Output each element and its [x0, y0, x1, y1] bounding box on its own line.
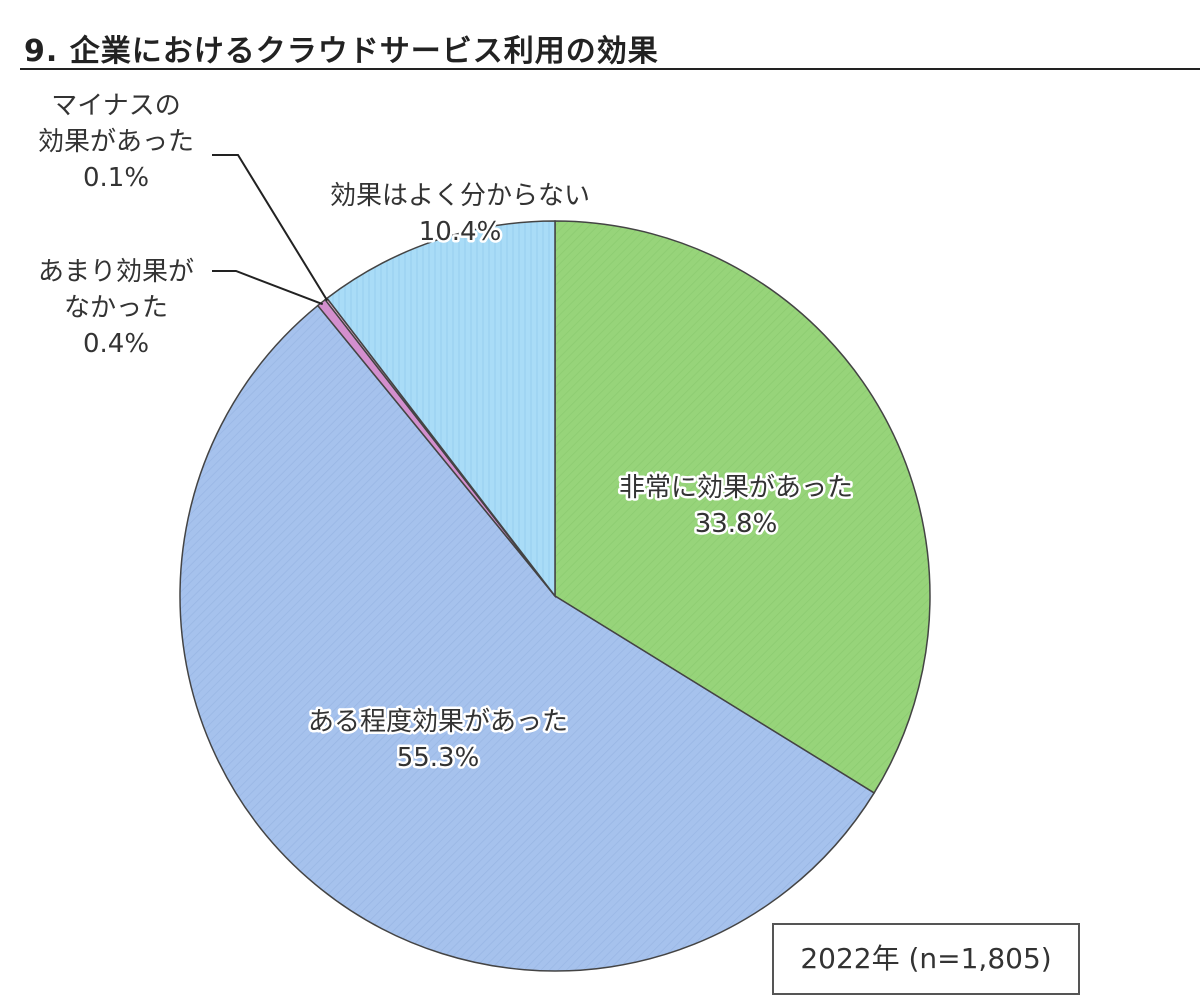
title-bar: 9. 企業におけるクラウドサービス利用の効果	[20, 18, 1200, 70]
label-unknown: 効果はよく分からない 10.4%	[330, 181, 590, 247]
leader-negative-effect	[212, 154, 329, 302]
leader-not-very-effective	[212, 270, 324, 306]
label-not-very-effective: あまり効果がなかった 0.4%	[38, 257, 194, 359]
pie-slices	[179, 220, 931, 972]
leader-lines	[212, 154, 329, 306]
slice-labels: 非常に効果があった 33.8% ある程度効果があった 55.3% 効果はよく分からない 1…	[38, 91, 856, 776]
sample-note: 2022年 (n=1,805)	[772, 923, 1080, 995]
slice-unknown	[325, 220, 556, 599]
chart-title: 9. 企業におけるクラウドサービス利用の効果	[24, 34, 659, 69]
label-somewhat-effective: ある程度効果があった 55.3%	[308, 707, 568, 773]
slice-somewhat-effective	[179, 304, 876, 972]
label-negative-effect: マイナスの効果があった 0.1%	[38, 91, 194, 193]
label-very-effective: 非常に効果があった 33.8%	[619, 473, 853, 539]
slice-very-effective	[554, 220, 931, 794]
